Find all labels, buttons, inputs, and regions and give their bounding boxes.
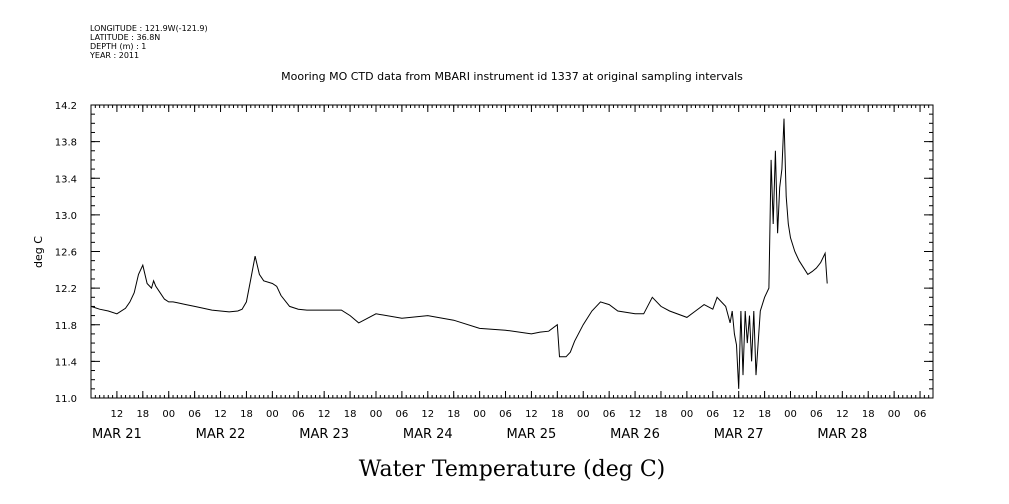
x-tick-label: 18 — [655, 409, 668, 420]
minor-y-ticks — [91, 113, 933, 390]
x-tick-label: 06 — [810, 409, 823, 420]
x-tick-label: 06 — [603, 409, 616, 420]
x-tick-label: 18 — [240, 409, 253, 420]
x-tick-label: 00 — [784, 409, 797, 420]
x-day-label: MAR 27 — [714, 427, 764, 442]
x-tick-label: 00 — [681, 409, 694, 420]
x-tick-label: 12 — [111, 409, 124, 420]
x-tick-label: 18 — [758, 409, 771, 420]
x-tick-label: 12 — [732, 409, 745, 420]
x-tick-label: 00 — [370, 409, 383, 420]
latitude-text: LATITUDE : 36.8N — [90, 33, 160, 42]
y-axis-ticks: 11.0 11.4 11.8 12.2 12.6 13.0 13.4 13.8 14.2 — [55, 101, 933, 405]
x-day-label: MAR 26 — [610, 427, 660, 442]
y-tick-label: 12.6 — [55, 248, 77, 259]
x-day-label: MAR 28 — [817, 427, 867, 442]
x-day-label: MAR 22 — [196, 427, 246, 442]
x-tick-label: 18 — [344, 409, 357, 420]
y-tick-label: 13.4 — [55, 174, 77, 185]
x-tick-label: 06 — [188, 409, 201, 420]
x-axis-hour-ticks: 12 18 00 06 12 18 00 06 12 18 00 06 12 18 00 06 12 18 00 06… — [111, 105, 927, 420]
chart-title: Mooring MO CTD data from MBARI instrumen… — [281, 70, 743, 83]
x-tick-label: 18 — [862, 409, 875, 420]
x-axis-day-labels: MAR 21 MAR 22 MAR 23 MAR 24 MAR 25 MAR 26 MAR … — [92, 427, 867, 442]
series-line — [90, 118, 828, 389]
x-tick-label: 06 — [499, 409, 512, 420]
x-tick-label: 00 — [266, 409, 279, 420]
x-tick-label: 18 — [551, 409, 564, 420]
year-text: YEAR : 2011 — [89, 51, 139, 60]
plot-frame — [90, 104, 934, 399]
x-tick-label: 12 — [421, 409, 434, 420]
y-tick-label: 11.0 — [55, 394, 77, 405]
depth-text: DEPTH (m) : 1 — [90, 42, 146, 51]
x-tick-label: 12 — [629, 409, 642, 420]
x-tick-label: 06 — [914, 409, 927, 420]
y-tick-label: 11.4 — [55, 357, 77, 368]
x-day-label: MAR 23 — [299, 427, 349, 442]
y-axis-label: deg C — [32, 236, 45, 268]
x-tick-label: 06 — [292, 409, 305, 420]
y-tick-label: 11.8 — [55, 321, 77, 332]
x-tick-label: 12 — [214, 409, 227, 420]
x-tick-label: 00 — [888, 409, 901, 420]
x-tick-label: 00 — [162, 409, 175, 420]
x-day-label: MAR 25 — [507, 427, 557, 442]
x-tick-label: 18 — [447, 409, 460, 420]
x-day-label: MAR 24 — [403, 427, 453, 442]
y-tick-label: 12.2 — [55, 284, 77, 295]
x-tick-label: 12 — [525, 409, 538, 420]
x-tick-label: 12 — [318, 409, 331, 420]
minor-x-ticks — [94, 105, 930, 398]
x-tick-label: 12 — [836, 409, 849, 420]
x-tick-label: 00 — [473, 409, 486, 420]
x-tick-label: 00 — [577, 409, 590, 420]
metadata-block: LONGITUDE : 121.9W(-121.9) LATITUDE : 36… — [89, 24, 208, 60]
x-axis-label: Water Temperature (deg C) — [359, 457, 666, 482]
x-tick-label: 06 — [396, 409, 409, 420]
y-tick-label: 13.0 — [55, 211, 77, 222]
y-tick-label: 14.2 — [55, 101, 77, 112]
x-tick-label: 06 — [706, 409, 719, 420]
x-tick-label: 18 — [136, 409, 149, 420]
y-tick-label: 13.8 — [55, 138, 77, 149]
longitude-text: LONGITUDE : 121.9W(-121.9) — [90, 24, 208, 33]
x-day-label: MAR 21 — [92, 427, 142, 442]
